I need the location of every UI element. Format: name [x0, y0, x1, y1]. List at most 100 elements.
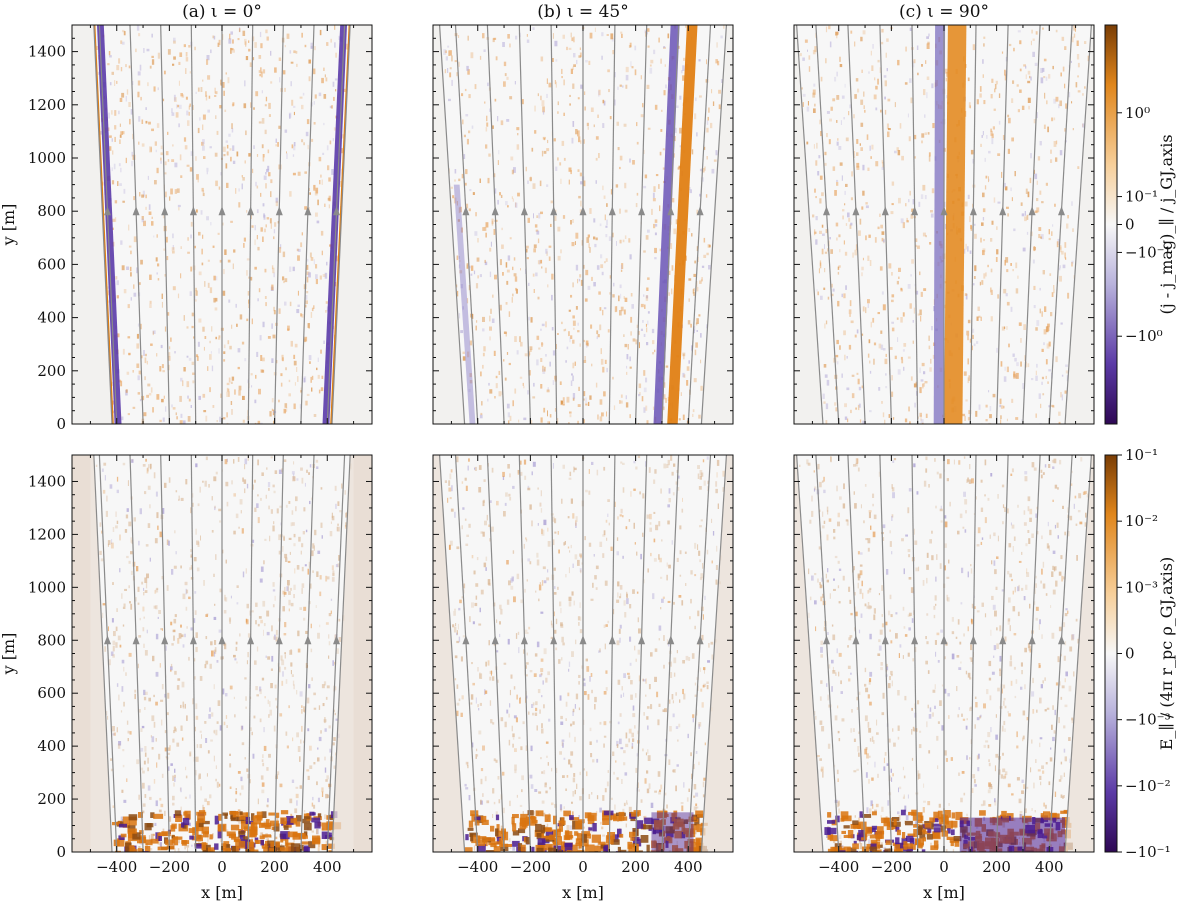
colorbar-tick-label: 10⁻¹ [1125, 188, 1158, 206]
field-line-arrow [999, 635, 1007, 645]
panel-0-0: 0 200 400 600 800 1000 1200 1400 (a) ι = 0° y [m] [0, 2, 373, 433]
field-line [1048, 455, 1073, 852]
x-tick-label: −200 [871, 858, 912, 876]
field-line [190, 25, 197, 424]
field-line-arrow [1028, 635, 1036, 645]
x-tick-label: 200 [260, 858, 289, 876]
field-line-arrow [911, 206, 919, 216]
turbulent-layer [112, 810, 342, 852]
field-line-arrow [161, 635, 169, 645]
field-line-arrow [579, 206, 587, 216]
field-lines [796, 25, 1092, 424]
field-line [815, 25, 840, 424]
field-line-arrow [218, 206, 226, 216]
field-line [847, 455, 866, 852]
panel-1-2: −400 −200 0 200 400 x [m] [793, 454, 1095, 902]
y-tick-label: 800 [37, 202, 66, 220]
x-axis-label: x [m] [923, 883, 965, 902]
field-line [847, 25, 866, 424]
x-tick-label: −400 [818, 858, 859, 876]
y-tick-label: 1200 [28, 96, 66, 114]
panel-1-0: −400 −200 0 200 400 0 200 400 600 800 1000 1200 1400… [0, 454, 373, 902]
colorbar-tick-label: −10⁻¹ [1125, 843, 1171, 861]
field-line-arrow [304, 206, 312, 216]
field-line-arrow [940, 635, 948, 645]
field-line-arrow [667, 635, 675, 645]
heatmap-area [794, 455, 1094, 852]
colorbar-tick-label: −10⁻² [1125, 777, 1171, 795]
field-line [486, 25, 505, 424]
field-line [160, 25, 170, 424]
closed-zone [433, 25, 733, 424]
field-line-arrow [189, 635, 197, 645]
y-axis-label: y [m] [0, 633, 18, 676]
x-tick-label: 0 [578, 858, 588, 876]
ticks [433, 454, 733, 853]
field-line-arrow [550, 635, 558, 645]
field-line [608, 455, 616, 852]
field-line [129, 25, 144, 424]
field-line-arrow [696, 635, 704, 645]
closed-zone [72, 25, 372, 424]
field-line-arrow [579, 635, 587, 645]
y-tick-label: 1400 [28, 473, 66, 491]
panel-0-1: (b) ι = 45° [432, 2, 734, 425]
field-lines [796, 455, 1092, 852]
x-axis-label: x [m] [201, 883, 243, 902]
field-line-arrow [462, 206, 470, 216]
field-line [635, 455, 648, 852]
x-tick-label: 400 [674, 858, 703, 876]
ticks [433, 24, 733, 425]
field-line-arrow [696, 206, 704, 216]
field-line [911, 455, 919, 852]
field-line [879, 455, 892, 852]
y-axis-label: y [m] [0, 204, 18, 247]
x-tick-label: 200 [982, 858, 1011, 876]
field-line [550, 455, 558, 852]
field-line [879, 25, 892, 424]
colorbar-label: (j - j_mag)_∥ / j_GJ,axis [1157, 134, 1176, 314]
turbulent-layer [464, 810, 709, 852]
field-line [635, 25, 648, 424]
heatmap-area [72, 25, 372, 424]
field-line [300, 25, 315, 424]
x-tick-label: −400 [96, 858, 137, 876]
heatmap-features [933, 25, 967, 424]
panel-1-1: −400 −200 0 200 400 x [m] [432, 454, 734, 902]
field-line-arrow [608, 635, 616, 645]
colorbar-gradient [1104, 24, 1118, 425]
closed-zone [433, 455, 733, 852]
colorbar-tick-label: 10⁻² [1125, 512, 1158, 530]
field-line-arrow [638, 635, 646, 645]
field-lines [438, 25, 728, 424]
y-tick-label: 1000 [28, 578, 66, 596]
field-line [486, 455, 505, 852]
y-tick-label: 1000 [28, 149, 66, 167]
field-line [608, 25, 616, 424]
field-line-arrow [189, 206, 197, 216]
colorbar-0: 10⁰ 10⁻¹ 0 −10⁻¹ −10⁰ (j - j_mag)_∥ / j_GJ,ax… [1104, 24, 1176, 425]
field-line [996, 25, 1009, 424]
panel-title: (b) ι = 45° [537, 2, 628, 22]
colorbar-tick-label: 10⁰ [1125, 104, 1150, 122]
colorbar-tick-label: 0 [1125, 216, 1135, 234]
closed-zone [794, 25, 1094, 424]
colorbar-tick-label: 10⁻³ [1125, 578, 1158, 596]
field-line-arrow [638, 206, 646, 216]
field-line [326, 25, 346, 424]
colorbar-tick-label: −10⁻³ [1125, 711, 1171, 729]
colorbar-layer: 10⁰ 10⁻¹ 0 −10⁻¹ −10⁰ (j - j_mag)_∥ / j_GJ,ax… [1104, 24, 1176, 861]
y-tick-label: 1400 [28, 43, 66, 61]
field-line-arrow [304, 635, 312, 645]
heatmap-features [464, 810, 709, 852]
closed-zone [794, 455, 1094, 852]
y-tick-label: 200 [37, 790, 66, 808]
y-tick-label: 600 [37, 684, 66, 702]
field-line-arrow [911, 635, 919, 645]
field-line-arrow [491, 206, 499, 216]
field-line-arrow [667, 206, 675, 216]
field-line-arrow [132, 635, 140, 645]
ticks [794, 24, 1094, 425]
y-tick-label: 1200 [28, 525, 66, 543]
